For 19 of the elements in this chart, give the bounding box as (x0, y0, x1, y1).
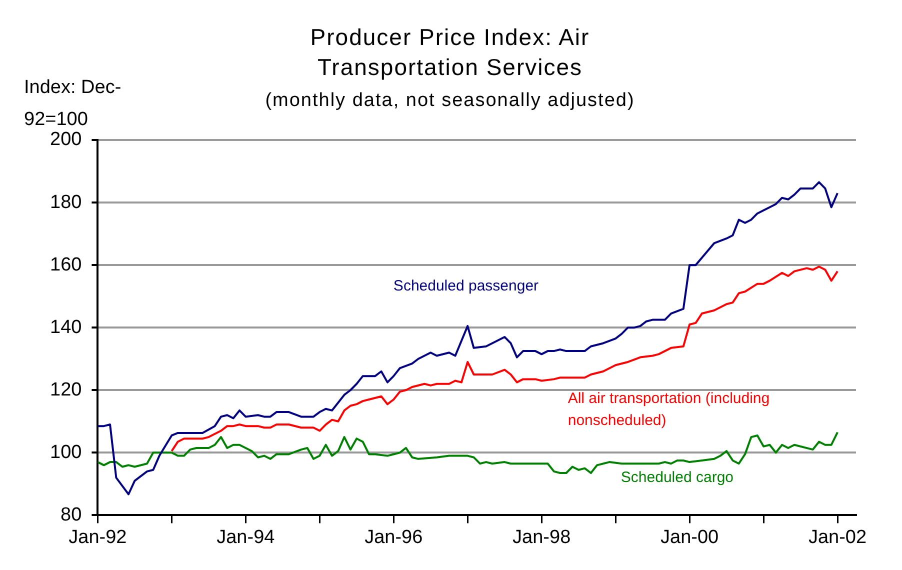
x-tick-label: Jan-00 (660, 526, 719, 548)
x-tick-label: Jan-94 (216, 526, 276, 548)
text: Scheduled passenger (393, 277, 539, 294)
series-label: Scheduled cargo (620, 468, 734, 486)
y-tick-label: 140 (50, 316, 82, 338)
x-tick-label: Jan-96 (364, 526, 423, 548)
chart-title: Producer Price Index: Air Transportation Services (309, 23, 591, 82)
x-tick-label: Jan-98 (512, 526, 571, 548)
y-axis-title: Index: Dec-92=100 (24, 76, 122, 132)
y-tick-label: 160 (50, 254, 82, 276)
x-tick-label: Jan-92 (68, 526, 127, 548)
y-tick-label: 80 (60, 504, 82, 526)
y-tick-label: 100 (50, 442, 82, 463)
x-tick-label: Jan-02 (808, 526, 867, 548)
series-label: All air transportation (including nonscheduled) (568, 390, 770, 430)
y-tick-label: 120 (50, 379, 82, 400)
y-tick-label: 200 (50, 129, 82, 150)
y-tick-label: 180 (50, 192, 82, 213)
chart-subtitle: (monthly data, not seasonally adjusted) (264, 90, 636, 112)
